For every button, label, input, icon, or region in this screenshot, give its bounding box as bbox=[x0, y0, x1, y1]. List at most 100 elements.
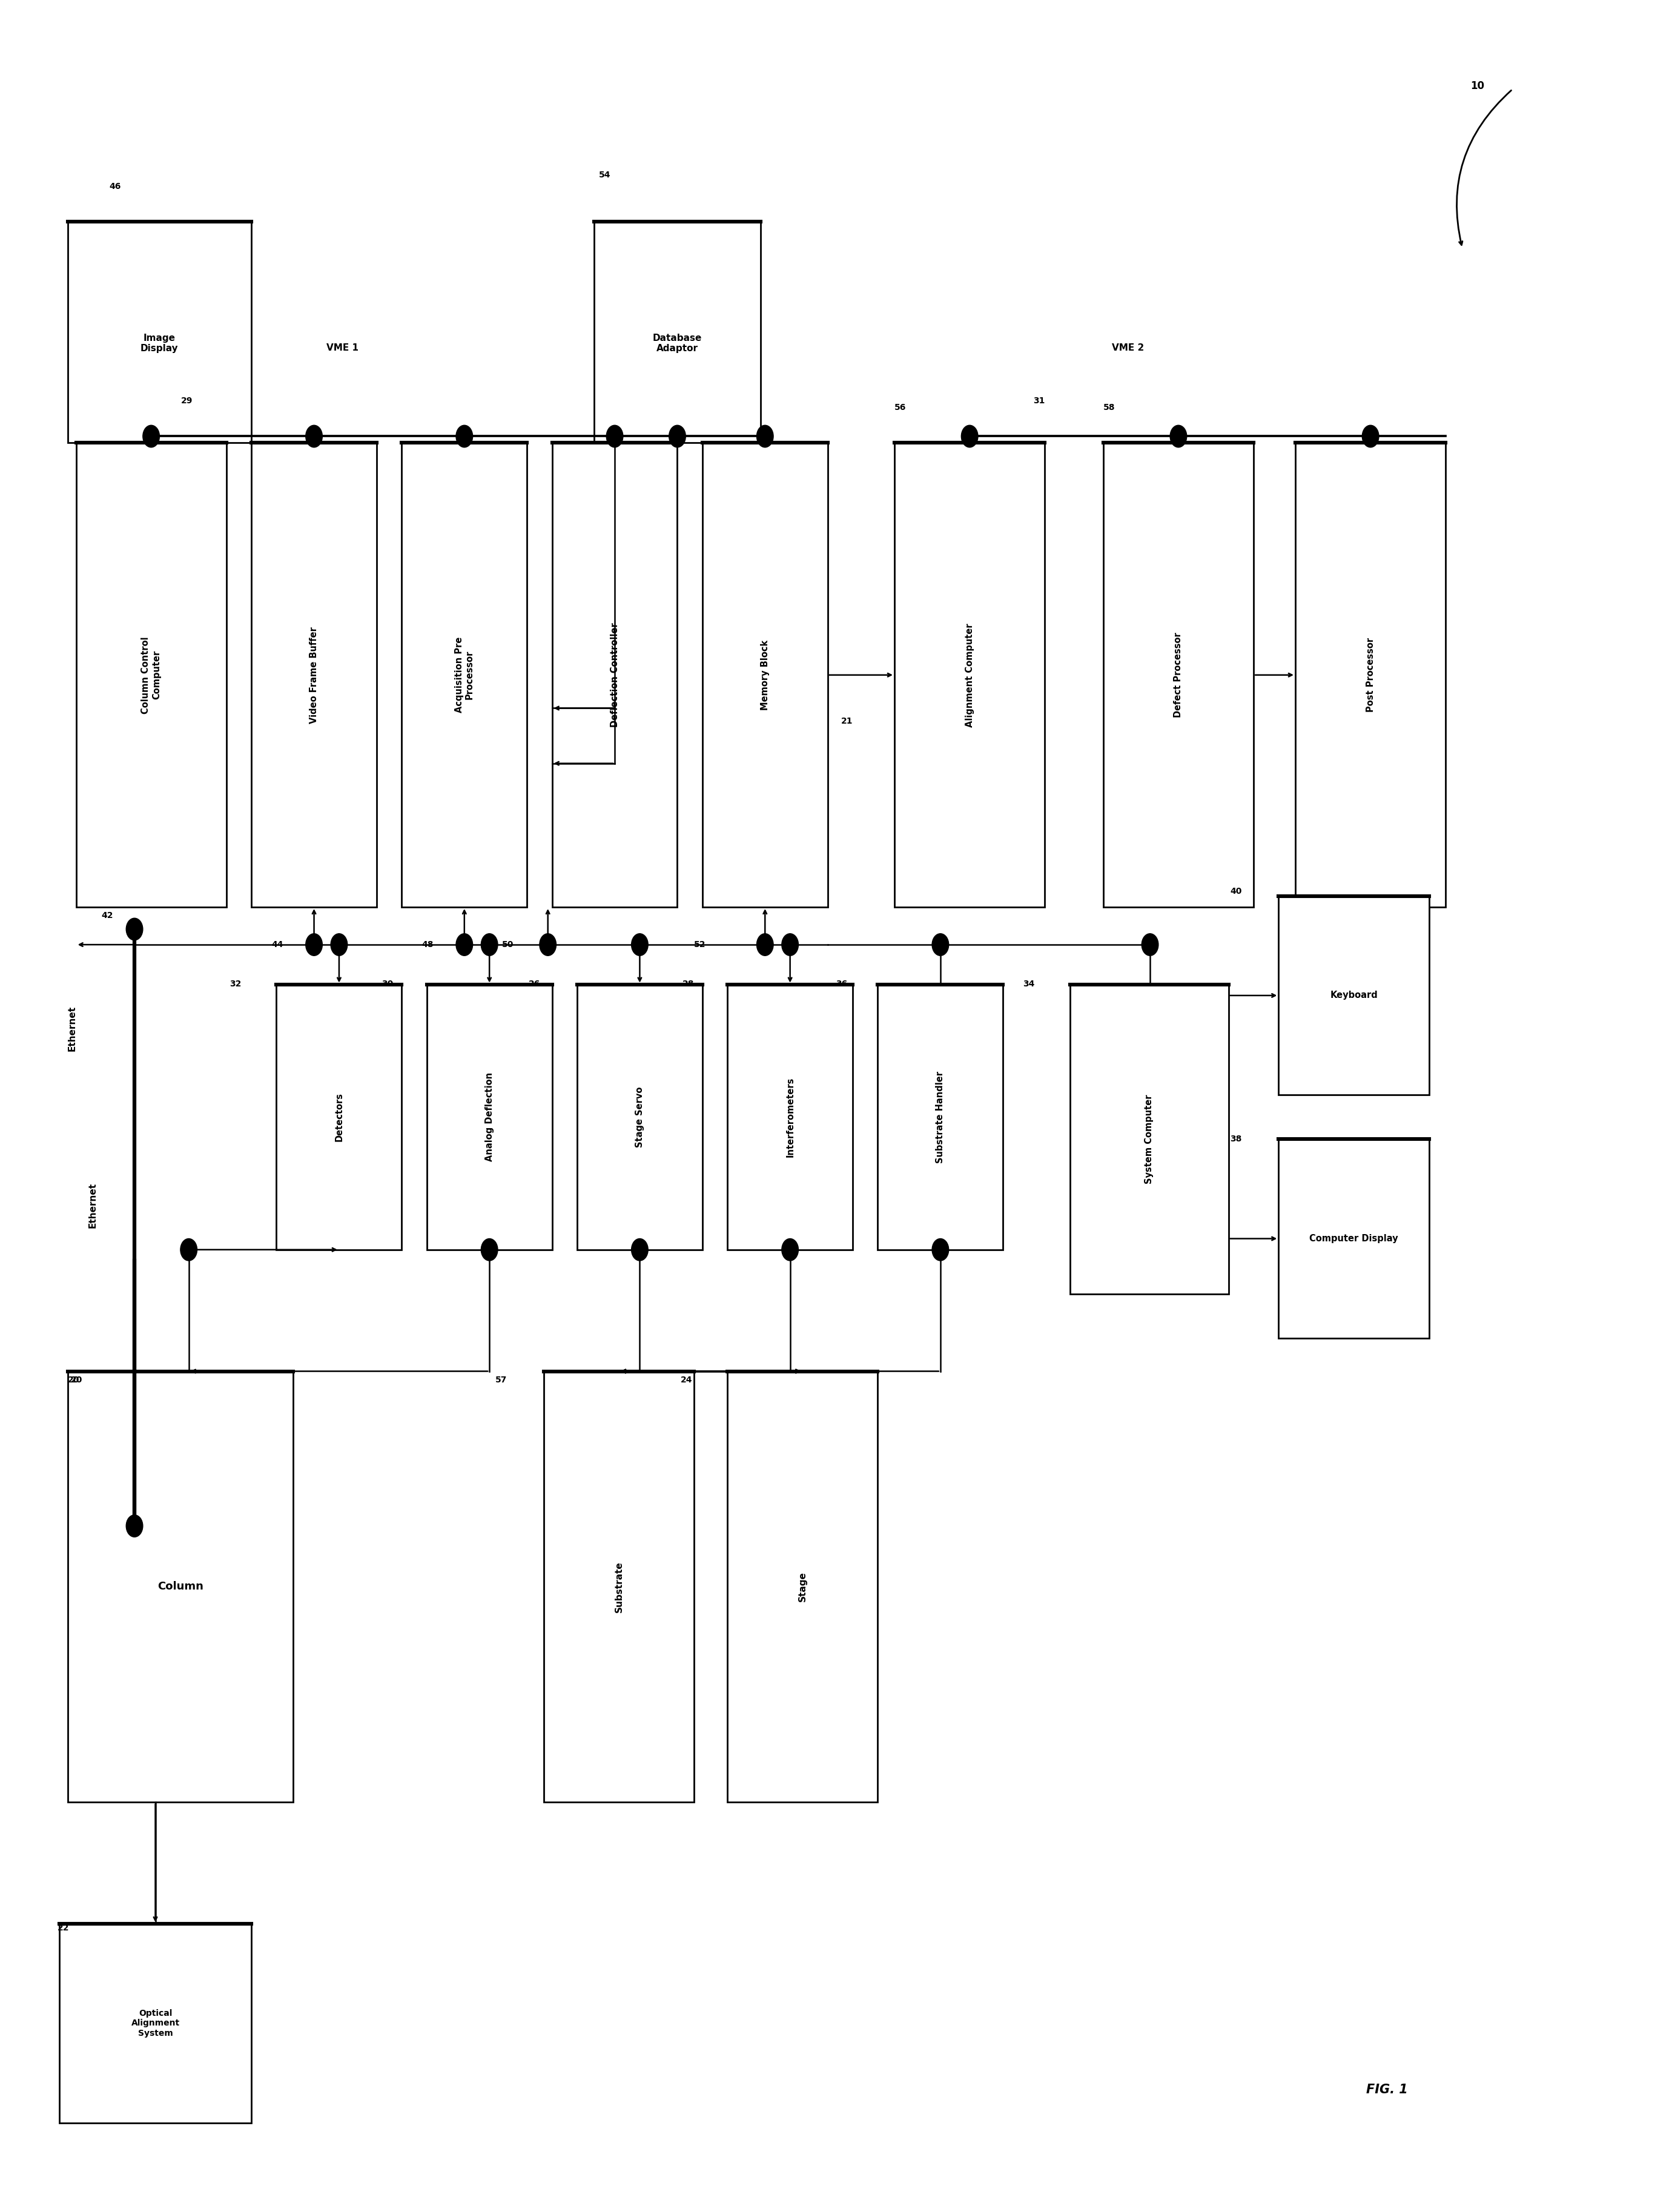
FancyBboxPatch shape bbox=[251, 442, 376, 907]
Text: 30: 30 bbox=[381, 980, 393, 989]
Text: 20: 20 bbox=[70, 1376, 82, 1385]
FancyBboxPatch shape bbox=[727, 984, 853, 1250]
Text: 57: 57 bbox=[495, 1376, 507, 1385]
Circle shape bbox=[782, 1239, 799, 1261]
Text: 48: 48 bbox=[421, 940, 433, 949]
Text: 56: 56 bbox=[895, 403, 906, 411]
Text: Column: Column bbox=[157, 1582, 204, 1593]
FancyBboxPatch shape bbox=[727, 1371, 878, 1803]
FancyBboxPatch shape bbox=[878, 984, 1003, 1250]
Circle shape bbox=[1170, 425, 1187, 447]
Circle shape bbox=[669, 425, 686, 447]
Circle shape bbox=[632, 933, 649, 956]
Text: Column Control
Computer: Column Control Computer bbox=[142, 637, 161, 714]
FancyBboxPatch shape bbox=[1279, 896, 1430, 1095]
FancyBboxPatch shape bbox=[1296, 442, 1446, 907]
Text: 52: 52 bbox=[694, 940, 706, 949]
Circle shape bbox=[1363, 425, 1379, 447]
Text: Interferometers: Interferometers bbox=[786, 1077, 794, 1157]
Circle shape bbox=[482, 933, 498, 956]
Text: 20: 20 bbox=[67, 1376, 79, 1385]
Circle shape bbox=[482, 1239, 498, 1261]
Text: Defect Processor: Defect Processor bbox=[1174, 633, 1184, 717]
Text: Detectors: Detectors bbox=[334, 1093, 344, 1141]
Text: 24: 24 bbox=[681, 1376, 692, 1385]
Text: 22: 22 bbox=[57, 1924, 70, 1933]
Text: Alignment Computer: Alignment Computer bbox=[965, 624, 975, 728]
Text: Analog Deflection: Analog Deflection bbox=[485, 1073, 493, 1161]
FancyBboxPatch shape bbox=[702, 442, 828, 907]
Text: 28: 28 bbox=[682, 980, 694, 989]
FancyBboxPatch shape bbox=[401, 442, 527, 907]
Text: 26: 26 bbox=[528, 980, 540, 989]
Text: 58: 58 bbox=[1104, 403, 1115, 411]
FancyBboxPatch shape bbox=[577, 984, 702, 1250]
Circle shape bbox=[331, 933, 348, 956]
Text: FIG. 1: FIG. 1 bbox=[1366, 2084, 1408, 2095]
Circle shape bbox=[961, 425, 978, 447]
Circle shape bbox=[125, 1515, 142, 1537]
Circle shape bbox=[931, 933, 948, 956]
Circle shape bbox=[782, 933, 799, 956]
Text: 34: 34 bbox=[1023, 980, 1035, 989]
Text: Post Processor: Post Processor bbox=[1366, 637, 1374, 712]
Circle shape bbox=[456, 425, 473, 447]
Text: VME 1: VME 1 bbox=[326, 343, 359, 352]
Text: 31: 31 bbox=[1033, 396, 1045, 405]
FancyBboxPatch shape bbox=[1279, 1139, 1430, 1338]
Circle shape bbox=[1142, 933, 1159, 956]
FancyBboxPatch shape bbox=[1104, 442, 1254, 907]
FancyBboxPatch shape bbox=[276, 984, 401, 1250]
Text: VME 2: VME 2 bbox=[1112, 343, 1144, 352]
Text: Keyboard: Keyboard bbox=[1329, 991, 1378, 1000]
FancyBboxPatch shape bbox=[543, 1371, 694, 1803]
Text: Optical
Alignment
System: Optical Alignment System bbox=[130, 2008, 179, 2037]
Text: Stage: Stage bbox=[798, 1573, 808, 1601]
Circle shape bbox=[306, 425, 323, 447]
Circle shape bbox=[607, 425, 624, 447]
Text: Substrate: Substrate bbox=[614, 1562, 624, 1613]
Circle shape bbox=[125, 918, 142, 940]
Text: Memory Block: Memory Block bbox=[761, 639, 769, 710]
Circle shape bbox=[142, 425, 159, 447]
Circle shape bbox=[757, 425, 774, 447]
Circle shape bbox=[540, 933, 557, 956]
FancyBboxPatch shape bbox=[594, 221, 761, 442]
Text: Image
Display: Image Display bbox=[140, 334, 179, 354]
FancyBboxPatch shape bbox=[75, 442, 226, 907]
FancyBboxPatch shape bbox=[426, 984, 552, 1250]
Circle shape bbox=[632, 1239, 649, 1261]
Text: 50: 50 bbox=[502, 940, 513, 949]
Text: 42: 42 bbox=[100, 911, 114, 920]
Circle shape bbox=[306, 933, 323, 956]
Circle shape bbox=[931, 1239, 948, 1261]
Text: 40: 40 bbox=[1231, 887, 1242, 896]
Text: Database
Adaptor: Database Adaptor bbox=[652, 334, 702, 354]
Text: Stage Servo: Stage Servo bbox=[635, 1086, 644, 1148]
Text: System Computer: System Computer bbox=[1145, 1095, 1154, 1183]
Text: 46: 46 bbox=[109, 181, 120, 190]
FancyBboxPatch shape bbox=[895, 442, 1045, 907]
Text: Substrate Handler: Substrate Handler bbox=[936, 1071, 945, 1164]
Circle shape bbox=[181, 1239, 197, 1261]
Text: Acquisition Pre
Processor: Acquisition Pre Processor bbox=[455, 637, 475, 712]
Text: Ethernet: Ethernet bbox=[67, 1006, 77, 1051]
Text: Video Frame Buffer: Video Frame Buffer bbox=[309, 626, 319, 723]
Text: 36: 36 bbox=[836, 980, 848, 989]
Circle shape bbox=[757, 933, 774, 956]
Text: 38: 38 bbox=[1231, 1135, 1242, 1144]
Text: 21: 21 bbox=[841, 717, 853, 726]
Circle shape bbox=[456, 933, 473, 956]
FancyBboxPatch shape bbox=[67, 1371, 293, 1803]
FancyBboxPatch shape bbox=[59, 1924, 251, 2124]
Text: 54: 54 bbox=[599, 170, 610, 179]
Text: 44: 44 bbox=[271, 940, 283, 949]
Text: 32: 32 bbox=[229, 980, 241, 989]
Text: 10: 10 bbox=[1471, 82, 1485, 91]
FancyBboxPatch shape bbox=[552, 442, 677, 907]
FancyBboxPatch shape bbox=[67, 221, 251, 442]
Text: Deflection Controller: Deflection Controller bbox=[610, 624, 619, 728]
Text: Ethernet: Ethernet bbox=[89, 1183, 97, 1228]
Text: 29: 29 bbox=[181, 396, 192, 405]
FancyBboxPatch shape bbox=[1070, 984, 1229, 1294]
